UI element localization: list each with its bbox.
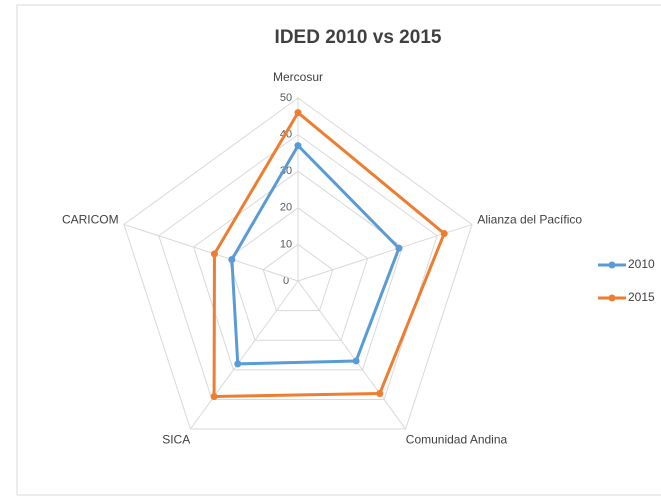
- legend-marker: [608, 261, 616, 269]
- spoke: [190, 280, 299, 430]
- data-point: [210, 392, 218, 400]
- grid-ring: [123, 97, 473, 430]
- r-tick-label: 10: [280, 238, 292, 250]
- category-label: Alianza del Pacífico: [477, 212, 582, 226]
- data-point: [210, 250, 218, 258]
- legend-label: 2015: [628, 290, 655, 304]
- data-point: [294, 142, 302, 150]
- grid-ring: [262, 243, 334, 312]
- legend-label: 2010: [628, 257, 655, 271]
- grid-ring: [158, 133, 438, 400]
- series-line: [212, 111, 446, 398]
- data-point: [376, 390, 384, 398]
- category-label: Mercosur: [273, 70, 323, 84]
- data-point: [352, 357, 360, 365]
- category-label: SICA: [162, 433, 190, 447]
- r-tick-label: 20: [280, 202, 292, 214]
- data-point: [294, 109, 302, 117]
- spoke: [123, 223, 299, 282]
- r-tick-label: 50: [280, 92, 292, 104]
- spoke: [297, 280, 406, 430]
- category-label: Comunidad Andina: [406, 433, 508, 447]
- data-point: [228, 256, 236, 264]
- grid-ring: [227, 207, 369, 341]
- data-point: [395, 244, 403, 252]
- r-tick-label: 0: [283, 275, 289, 287]
- data-point: [440, 229, 448, 237]
- legend-marker: [608, 294, 616, 302]
- chart-title: IDED 2010 vs 2015: [275, 27, 442, 48]
- data-point: [234, 360, 242, 368]
- series-line: [230, 144, 401, 366]
- category-label: CARICOM: [62, 212, 119, 226]
- chart-frame: [16, 4, 661, 496]
